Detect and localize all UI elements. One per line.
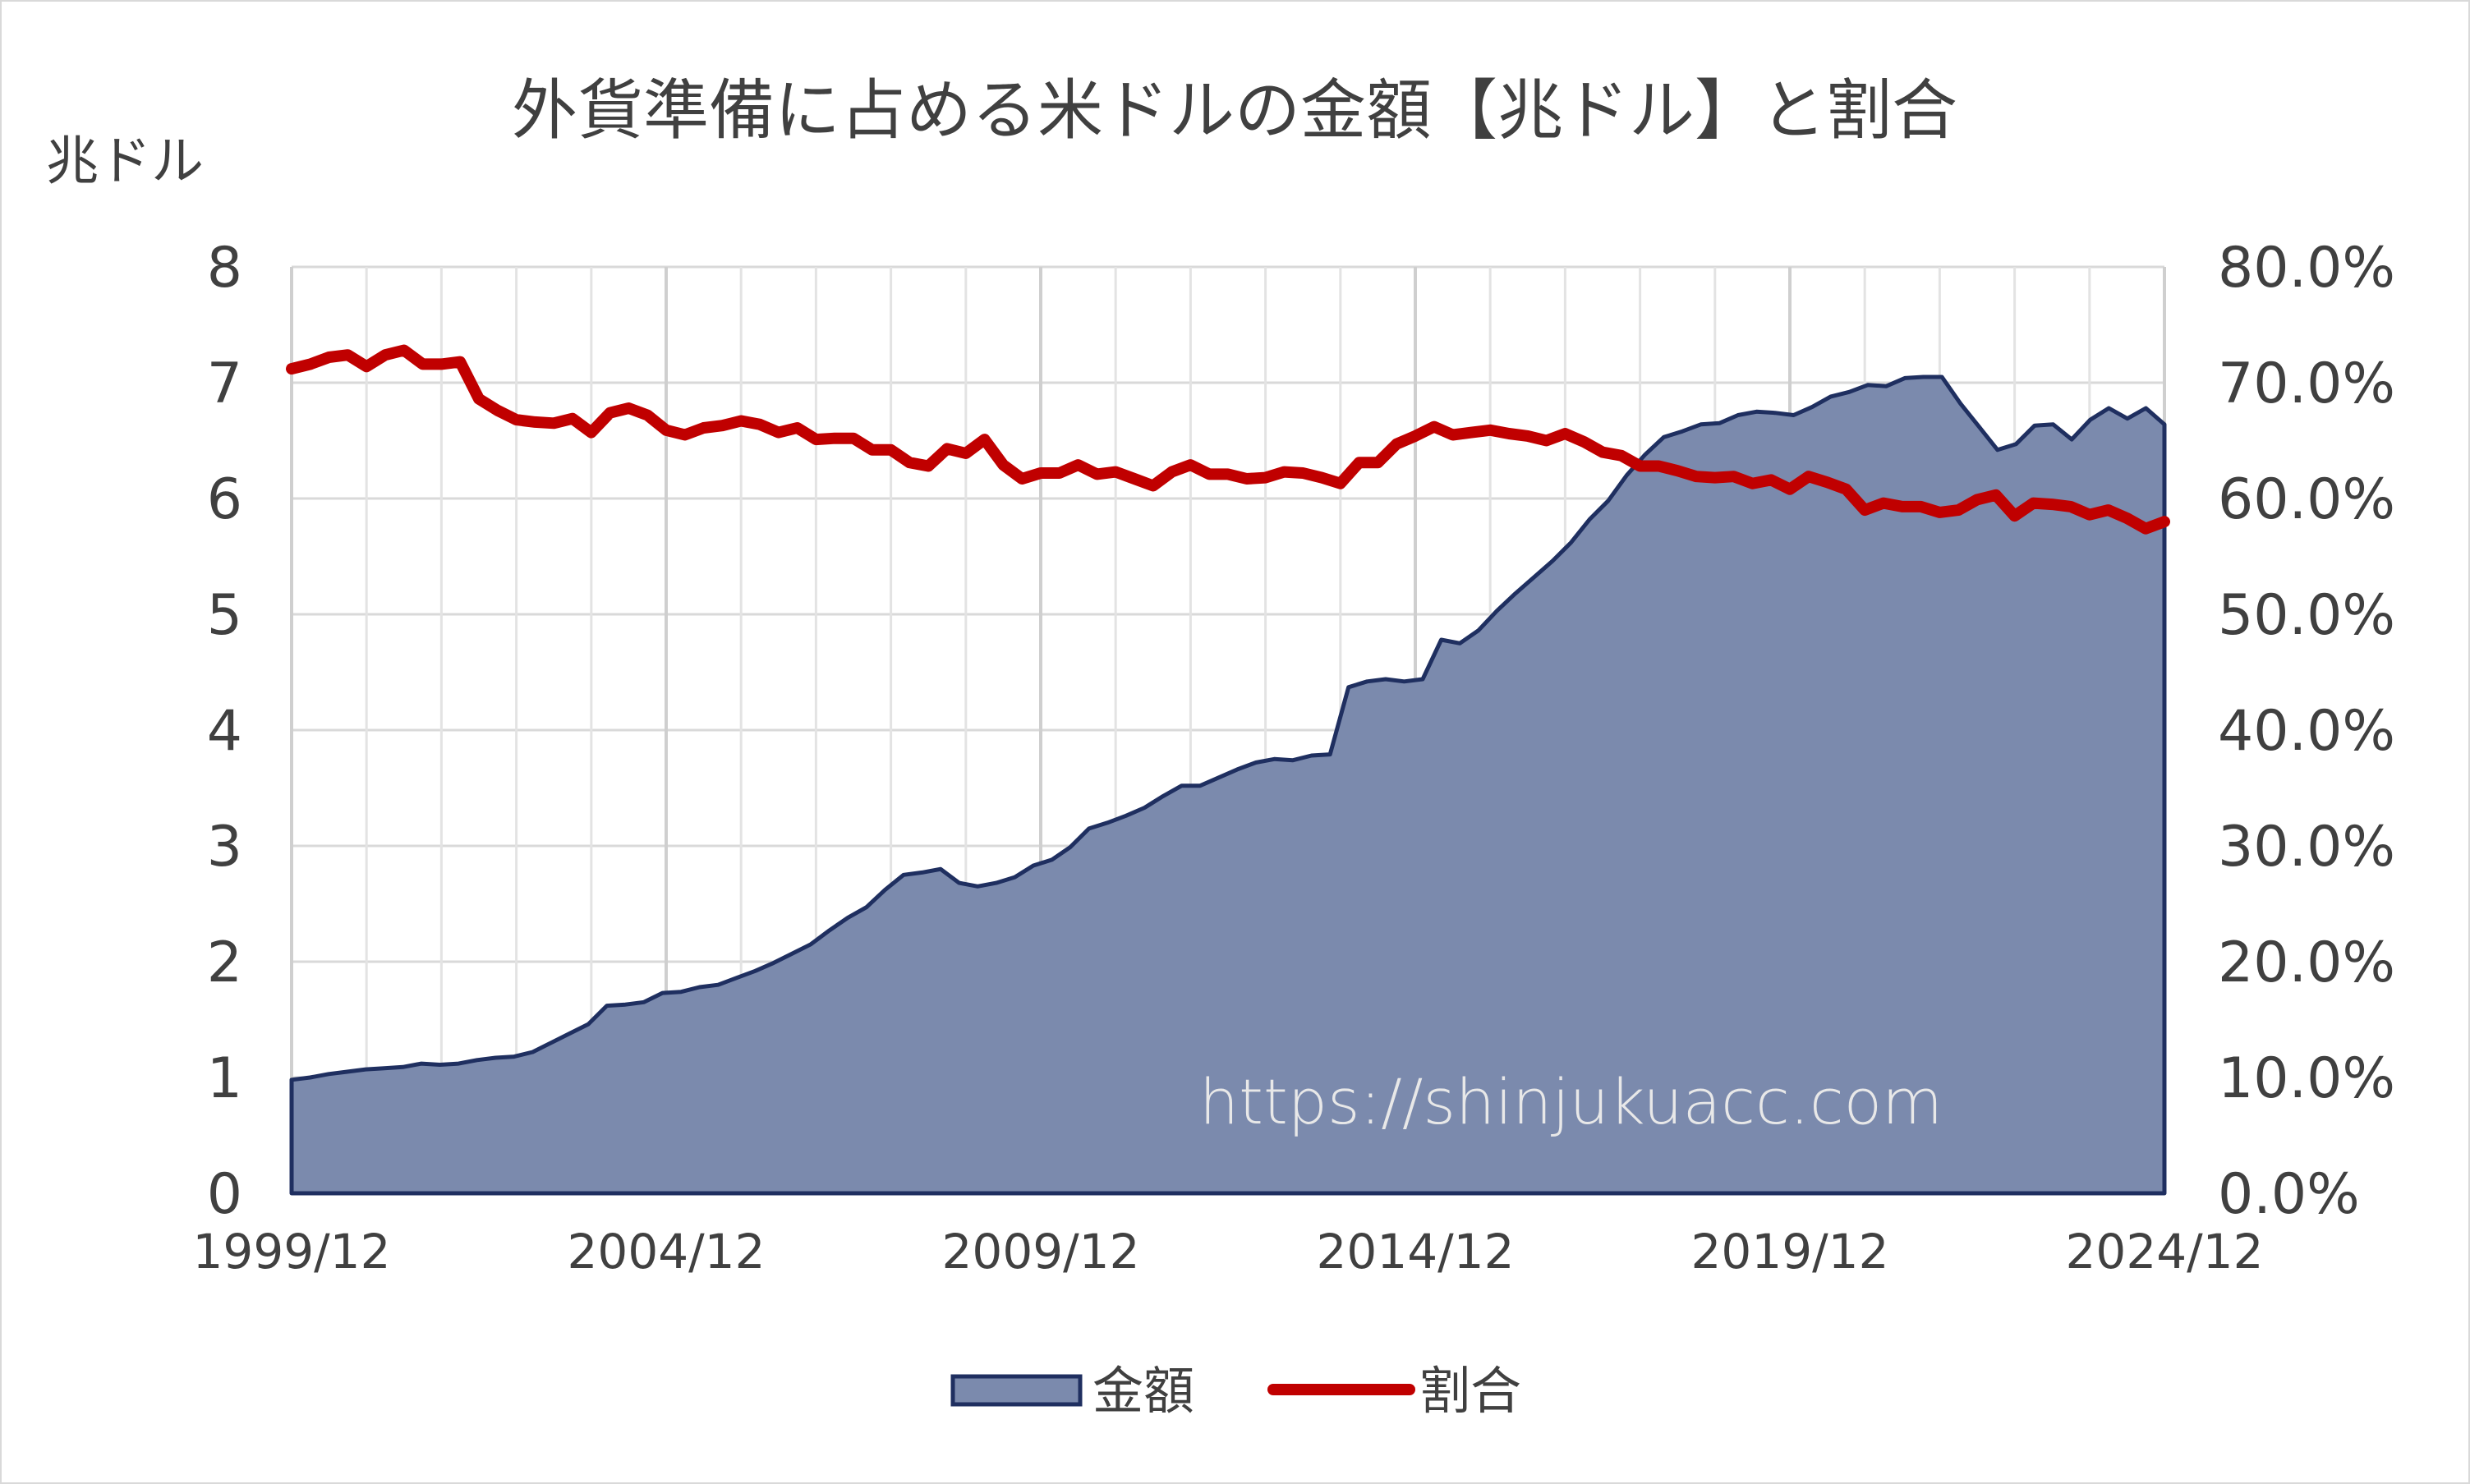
y-right-tick-label: 70.0% [2218, 351, 2395, 416]
y-left-tick-label: 0 [207, 1162, 242, 1227]
x-tick-label: 2009/12 [942, 1224, 1140, 1280]
x-tick-label: 2014/12 [1317, 1224, 1515, 1280]
x-tick-label: 1999/12 [193, 1224, 391, 1280]
legend: 金額 割合 [950, 1361, 1521, 1421]
x-tick-label: 2019/12 [1691, 1224, 1889, 1280]
y-right-tick-label: 50.0% [2218, 583, 2395, 648]
series-line-share [286, 344, 2170, 535]
y-right-tick-label: 40.0% [2218, 699, 2395, 764]
watermark: https://shinjukuacc.com [1199, 1065, 1943, 1138]
x-axis: 1999/12 2004/12 2009/12 2014/12 2019/12 2024/… [193, 1224, 2264, 1280]
y-right-tick-label: 80.0% [2218, 236, 2395, 301]
left-axis-unit: 兆ドル [46, 131, 204, 192]
x-tick-label: 2024/12 [2066, 1224, 2264, 1280]
y-left-tick-label: 7 [207, 351, 242, 416]
legend-label-amount: 金額 [1092, 1361, 1194, 1421]
y-left-tick-label: 1 [207, 1046, 242, 1111]
y-left-tick-label: 4 [207, 699, 242, 764]
left-axis: 0 1 2 3 4 5 6 7 8 [207, 236, 242, 1227]
legend-swatch-amount [950, 1374, 1083, 1407]
y-left-tick-label: 2 [207, 930, 242, 995]
y-right-tick-label: 30.0% [2218, 815, 2395, 880]
y-left-tick-label: 8 [207, 236, 242, 301]
y-right-tick-label: 10.0% [2218, 1046, 2395, 1111]
y-left-tick-label: 3 [207, 815, 242, 880]
x-tick-label: 2004/12 [568, 1224, 766, 1280]
series-area-amount [289, 374, 2167, 1196]
y-right-tick-label: 60.0% [2218, 467, 2395, 532]
right-axis: 0.0% 10.0% 20.0% 30.0% 40.0% 50.0% 60.0% 70.0% 8… [2218, 236, 2395, 1227]
legend-label-share: 割合 [1419, 1361, 1521, 1421]
y-right-tick-label: 0.0% [2218, 1162, 2360, 1227]
y-left-tick-label: 6 [207, 467, 242, 532]
y-left-tick-label: 5 [207, 583, 242, 648]
chart-title: 外貨準備に占める米ドルの金額【兆ドル】と割合 [512, 72, 1957, 149]
y-right-tick-label: 20.0% [2218, 930, 2395, 995]
